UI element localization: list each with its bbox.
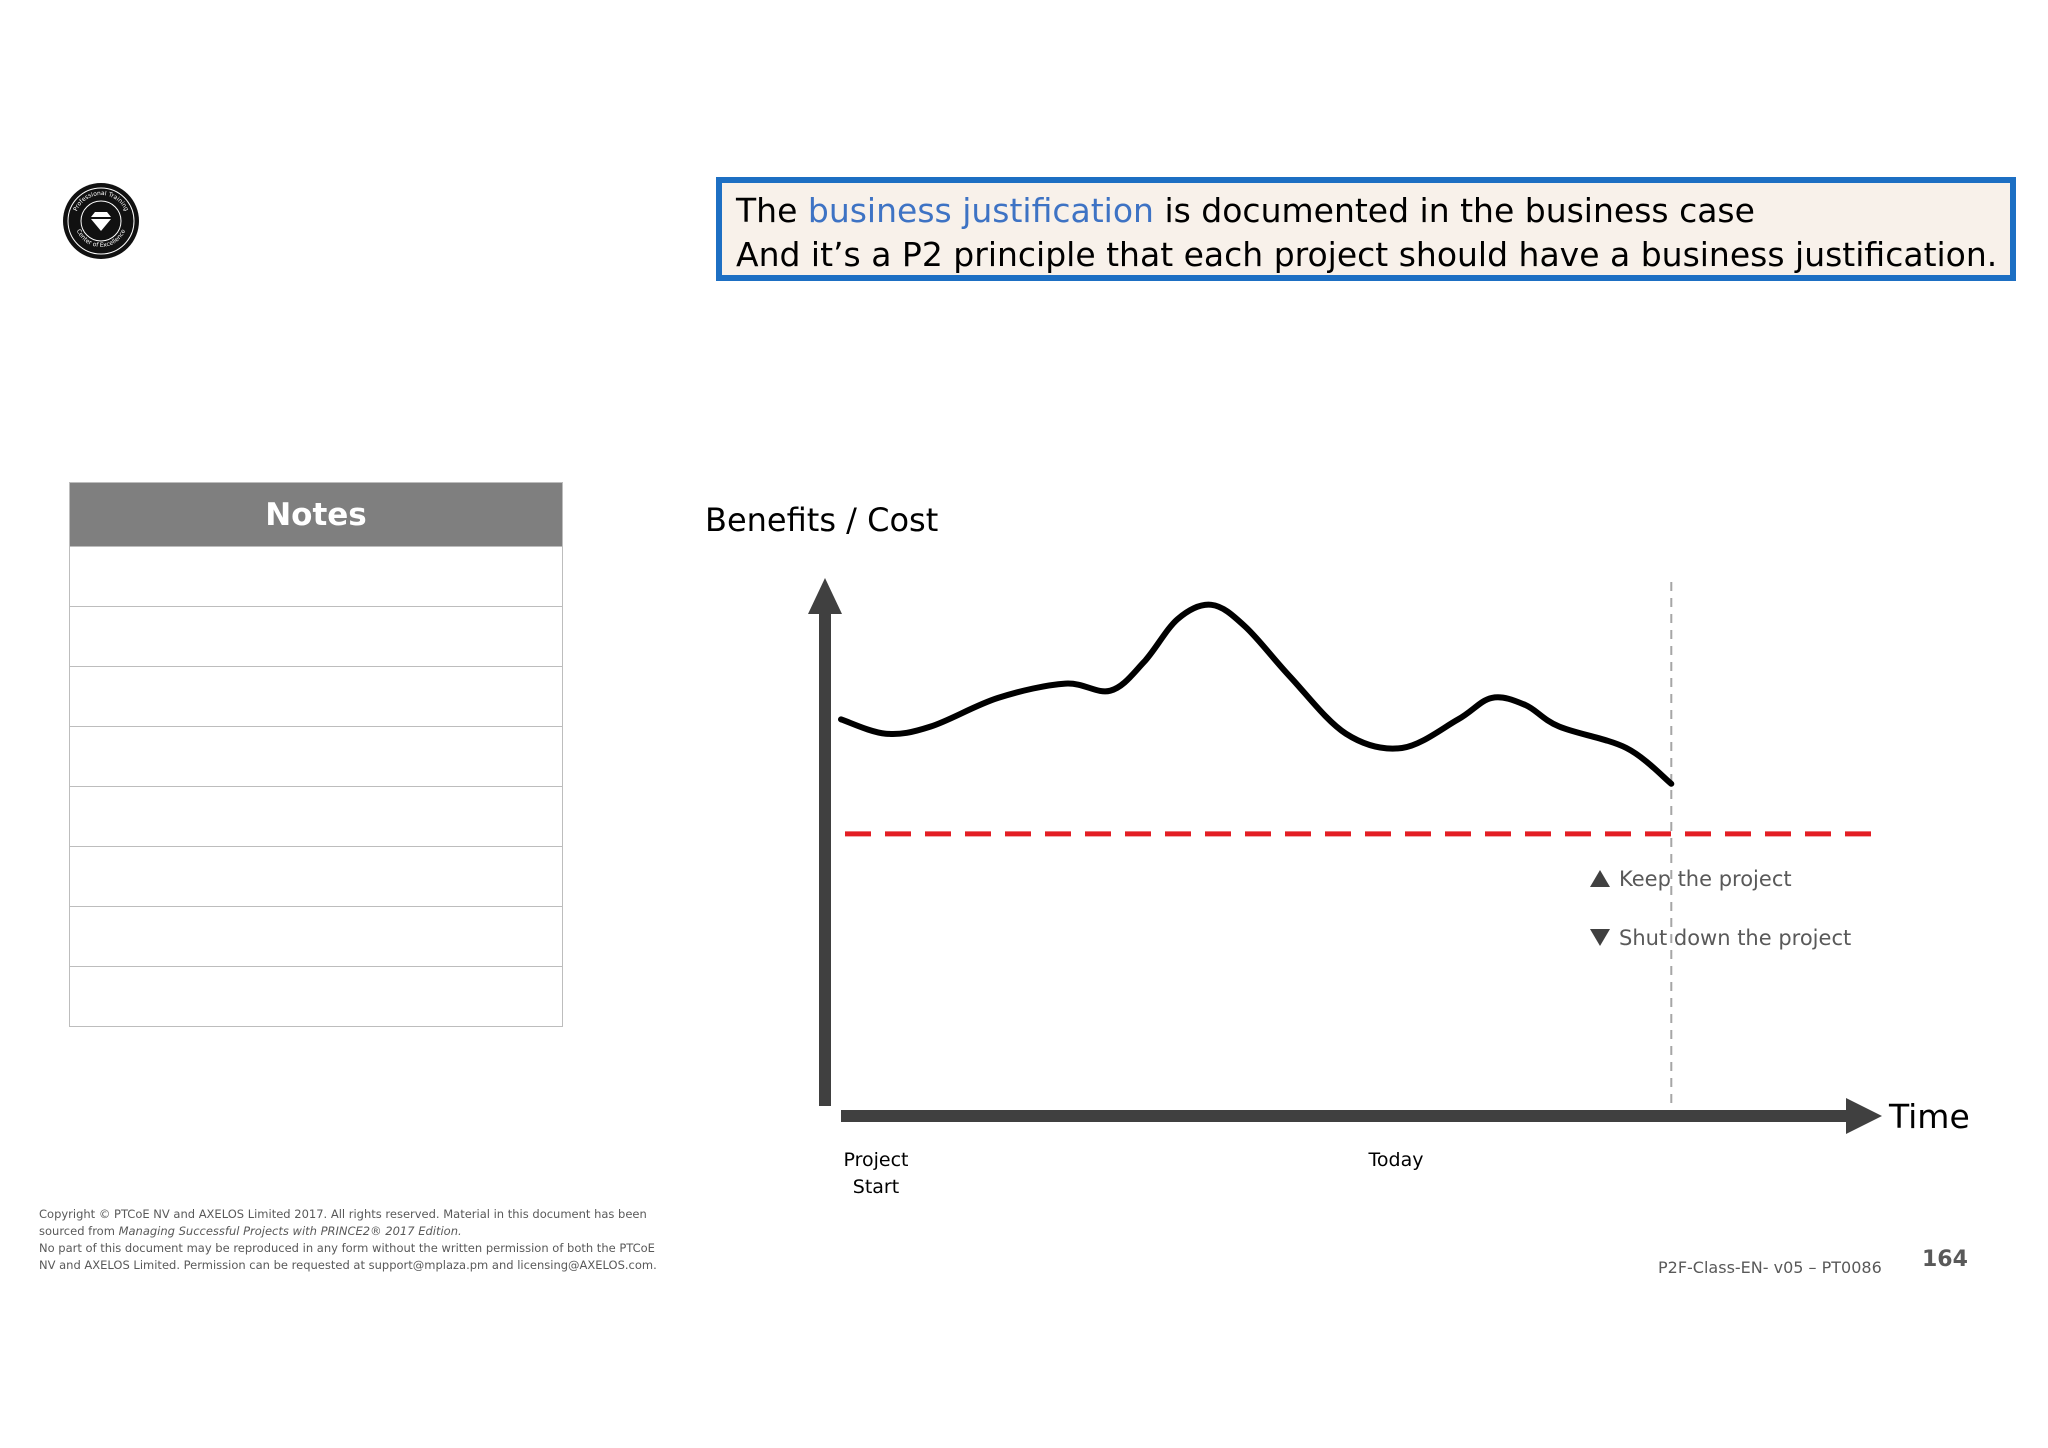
triangle-down-icon [1590, 929, 1610, 946]
y-axis [819, 612, 831, 1106]
x-tick-label-today: Today [1368, 1149, 1424, 1171]
copyright-line-4: NV and AXELOS Limited. Permission can be… [39, 1258, 657, 1272]
copyright-notice: Copyright © PTCoE NV and AXELOS Limited … [39, 1206, 699, 1274]
notes-row[interactable] [70, 606, 562, 666]
x-tick-label-start-line1: Project [843, 1149, 908, 1171]
notes-row[interactable] [70, 846, 562, 906]
triangle-up-icon [1590, 870, 1610, 887]
notes-table: Notes [69, 482, 563, 1027]
callout-line-1-pre: The [736, 191, 808, 230]
y-axis-label: Benefits / Cost [705, 501, 938, 539]
callout-line-2: And it’s a P2 principle that each projec… [736, 235, 1998, 274]
copyright-line-2-pre: sourced from [39, 1224, 119, 1238]
callout-box: The business justification is documented… [716, 177, 2016, 281]
diamond-icon [91, 212, 111, 231]
x-axis-arrow-icon [1846, 1098, 1882, 1134]
notes-row[interactable] [70, 726, 562, 786]
notes-row[interactable] [70, 906, 562, 966]
callout-line-1: The business justification is documented… [736, 189, 1996, 233]
callout-highlight: business justification [807, 191, 1154, 230]
keep-project-label: Keep the project [1619, 867, 1792, 891]
copyright-line-1: Copyright © PTCoE NV and AXELOS Limited … [39, 1207, 647, 1221]
notes-row[interactable] [70, 966, 562, 1026]
copyright-line-3: No part of this document may be reproduc… [39, 1241, 655, 1255]
series-line-benefits-cost [838, 601, 1675, 787]
x-tick-label-start-line2: Start [853, 1176, 899, 1198]
notes-title: Notes [70, 483, 562, 546]
page-number: 164 [1922, 1247, 1968, 1272]
callout-line-1-post: is documented in the business case [1153, 191, 1755, 230]
document-code: P2F-Class-EN- v05 – PT0086 [1658, 1258, 1882, 1277]
copyright-book-title: Managing Successful Projects with PRINCE… [118, 1224, 462, 1238]
notes-row[interactable] [70, 546, 562, 606]
x-axis [841, 1110, 1853, 1122]
y-axis-arrow-icon [808, 578, 842, 614]
notes-row[interactable] [70, 786, 562, 846]
copyright-line-2: sourced from Managing Successful Project… [39, 1223, 699, 1240]
logo-seal: Professional Training Center of Excellen… [63, 183, 139, 259]
notes-row[interactable] [70, 666, 562, 726]
x-axis-label: Time [1888, 1097, 1970, 1136]
shut-down-project-label: Shut down the project [1619, 926, 1851, 950]
